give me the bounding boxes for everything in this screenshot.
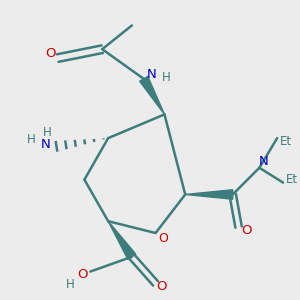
Polygon shape (108, 221, 136, 260)
Text: H: H (27, 133, 35, 146)
Polygon shape (185, 190, 233, 199)
Text: O: O (45, 47, 56, 60)
Text: N: N (41, 138, 51, 151)
Text: H: H (162, 71, 170, 84)
Text: O: O (156, 280, 167, 293)
Text: O: O (241, 224, 251, 237)
Text: N: N (146, 68, 156, 81)
Text: H: H (43, 126, 52, 139)
Text: Et: Et (280, 135, 292, 148)
Text: H: H (66, 278, 75, 290)
Text: N: N (259, 155, 269, 168)
Text: O: O (78, 268, 88, 281)
Polygon shape (140, 76, 164, 114)
Text: Et: Et (286, 173, 298, 186)
Text: O: O (158, 232, 168, 245)
